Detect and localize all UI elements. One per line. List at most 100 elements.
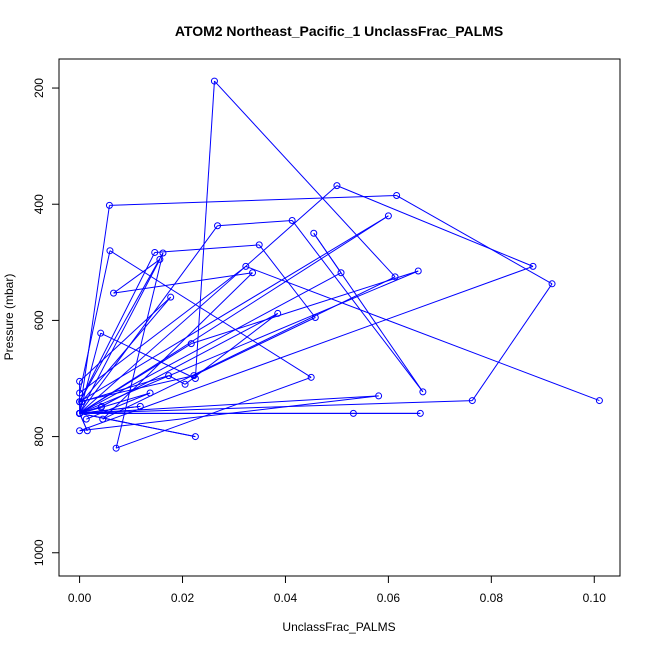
data-point: [165, 372, 173, 380]
data-point: [136, 402, 144, 410]
data-point: [595, 397, 603, 405]
data-point: [83, 427, 91, 435]
series-segment: [79, 270, 419, 414]
y-tick-label: 800: [32, 426, 46, 446]
series-segment: [191, 270, 419, 345]
series-segment: [79, 252, 156, 402]
data-point: [181, 380, 189, 388]
data-point: [76, 377, 84, 385]
data-point: [78, 398, 86, 406]
chart-title: ATOM2 Northeast_Pacific_1 UnclassFrac_PA…: [175, 23, 503, 39]
data-point: [99, 415, 107, 423]
x-tick-label: 0.06: [377, 591, 401, 605]
series-segment: [79, 252, 164, 402]
series-segment: [79, 400, 473, 414]
series-segment: [79, 265, 247, 394]
series-segment: [79, 185, 338, 414]
y-tick-label: 1000: [32, 539, 46, 566]
data-point: [159, 249, 167, 257]
data-point: [333, 182, 341, 190]
data-point: [106, 247, 114, 255]
series-segment: [79, 225, 218, 414]
series-segment: [79, 375, 194, 403]
plot-frame: [58, 58, 621, 577]
data-point: [393, 192, 401, 200]
y-tick-label: 600: [32, 310, 46, 330]
series-segment: [79, 272, 342, 414]
series-segment: [79, 395, 379, 414]
series-segment: [258, 244, 316, 318]
series-segment: [396, 195, 553, 285]
series-segment: [102, 272, 253, 420]
x-axis-label: UnclassFrac_PALMS: [282, 620, 395, 634]
series-segment: [109, 250, 312, 378]
data-point: [112, 444, 120, 452]
data-point: [214, 222, 222, 230]
series-segment: [115, 252, 164, 449]
x-tick-label: 0.08: [480, 591, 504, 605]
data-point: [548, 280, 556, 288]
data-point: [274, 309, 282, 317]
data-point: [76, 427, 84, 435]
series-segment: [245, 265, 600, 402]
data-series: [76, 77, 603, 452]
data-point: [288, 216, 296, 224]
data-point: [82, 415, 90, 423]
series-segment: [336, 185, 534, 267]
x-tick-label: 0.04: [274, 591, 298, 605]
data-point: [105, 201, 113, 209]
series-segment: [79, 215, 389, 414]
y-tick-label: 200: [32, 78, 46, 98]
x-axis: 0.00 0.02 0.04 0.06 0.08 0.10: [68, 576, 606, 605]
data-point: [529, 262, 537, 270]
series-segment: [79, 205, 110, 414]
series-segment: [214, 80, 396, 278]
data-point: [76, 409, 84, 417]
y-tick-label: 400: [32, 194, 46, 214]
series-segment: [115, 376, 312, 449]
data-point: [391, 273, 399, 281]
data-point: [419, 388, 427, 396]
data-point: [349, 409, 357, 417]
data-point: [416, 409, 424, 417]
series-segment: [471, 283, 553, 401]
data-point: [210, 77, 218, 85]
y-axis-label: Pressure (mbar): [2, 274, 16, 361]
data-point: [191, 433, 199, 441]
data-point: [97, 329, 105, 337]
data-point: [110, 289, 118, 297]
data-point: [167, 293, 175, 301]
series-segment: [113, 272, 253, 294]
series-segment: [291, 220, 424, 393]
series-segment: [109, 195, 397, 206]
series-segment: [154, 244, 260, 253]
x-tick-label: 0.10: [583, 591, 607, 605]
series-segment: [217, 219, 293, 227]
data-point: [76, 389, 84, 397]
data-point: [190, 372, 198, 380]
data-point: [414, 267, 422, 275]
data-point: [310, 229, 318, 237]
series-segment: [101, 312, 278, 407]
data-point: [156, 255, 164, 263]
data-point: [337, 269, 345, 277]
series-segment: [86, 392, 151, 420]
series-segment: [79, 265, 534, 432]
series-segment: [100, 332, 196, 379]
data-point: [255, 241, 263, 249]
data-point: [76, 398, 84, 406]
series-segment: [113, 259, 161, 294]
y-axis: 200 400 600 800 1000: [32, 78, 59, 566]
series-segment: [79, 405, 141, 414]
data-point: [468, 397, 476, 405]
data-point: [146, 389, 154, 397]
data-point: [307, 373, 315, 381]
data-point: [384, 212, 392, 220]
data-point: [375, 392, 383, 400]
series-segment: [79, 215, 389, 403]
series-segment: [193, 317, 316, 377]
x-tick-label: 0.00: [68, 591, 92, 605]
data-point: [151, 248, 159, 256]
series-segment: [79, 412, 196, 438]
